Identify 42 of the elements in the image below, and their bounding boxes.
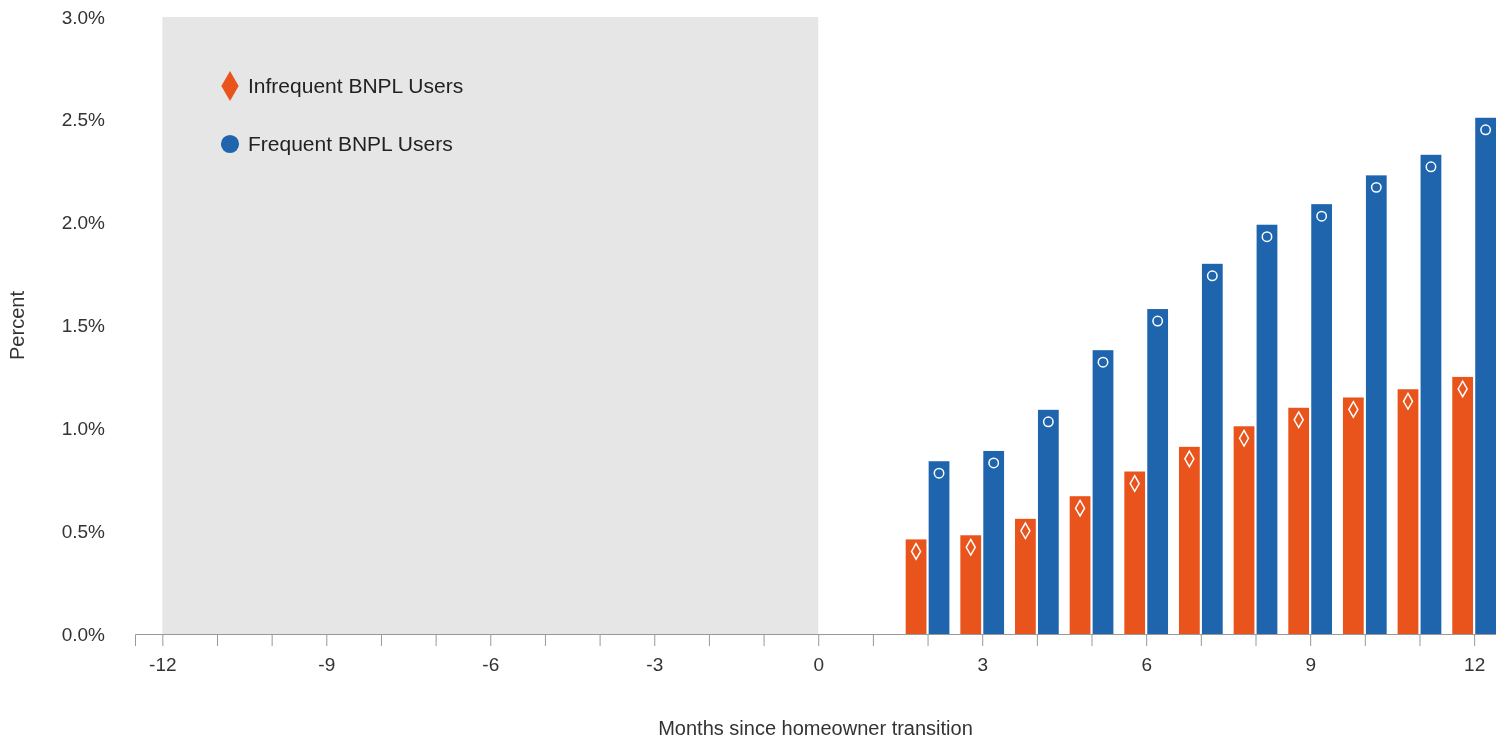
- y-tick-label: 0.5%: [61, 520, 106, 542]
- bar: [1311, 204, 1333, 634]
- bar: [960, 535, 982, 634]
- x-tick-label: -6: [482, 654, 500, 676]
- bar: [1342, 397, 1364, 634]
- x-tick-label: 6: [1141, 654, 1152, 676]
- y-tick-label: 3.0%: [61, 6, 106, 28]
- bar: [1092, 350, 1114, 634]
- bar: [928, 461, 950, 634]
- bar: [1397, 389, 1419, 634]
- bar: [1256, 224, 1278, 634]
- bar: [1420, 154, 1442, 634]
- bar: [1288, 407, 1310, 634]
- y-tick-label: 1.0%: [61, 417, 106, 439]
- y-tick-label: 1.5%: [61, 315, 106, 337]
- x-tick-label: 3: [977, 654, 988, 676]
- bar: [1069, 496, 1091, 634]
- bar: [1201, 263, 1223, 634]
- legend-label: Frequent BNPL Users: [248, 132, 453, 155]
- bar: [1147, 309, 1169, 634]
- x-tick-label: 0: [813, 654, 825, 676]
- y-tick-label: 2.0%: [61, 212, 106, 234]
- legend-label: Infrequent BNPL Users: [248, 74, 464, 97]
- x-tick-label: -9: [318, 654, 336, 676]
- x-tick-label: 12: [1464, 654, 1486, 676]
- bar: [1452, 376, 1474, 634]
- bar: [1233, 426, 1255, 634]
- x-tick-label: -12: [149, 654, 177, 676]
- bar: [1178, 446, 1200, 634]
- x-tick-label: 9: [1305, 654, 1316, 676]
- bar: [1365, 175, 1387, 634]
- y-axis-title: Percent: [6, 290, 28, 360]
- bar: [1475, 117, 1496, 634]
- x-tick-label: -3: [646, 654, 664, 676]
- bar: [983, 450, 1005, 634]
- bar: [905, 539, 927, 634]
- y-tick-label: 2.5%: [61, 109, 106, 131]
- bar: [1015, 518, 1036, 634]
- x-axis-title: Months since homeowner transition: [658, 717, 973, 739]
- bar: [1124, 471, 1146, 634]
- bar: [1037, 409, 1059, 634]
- y-tick-label: 0.0%: [61, 623, 106, 645]
